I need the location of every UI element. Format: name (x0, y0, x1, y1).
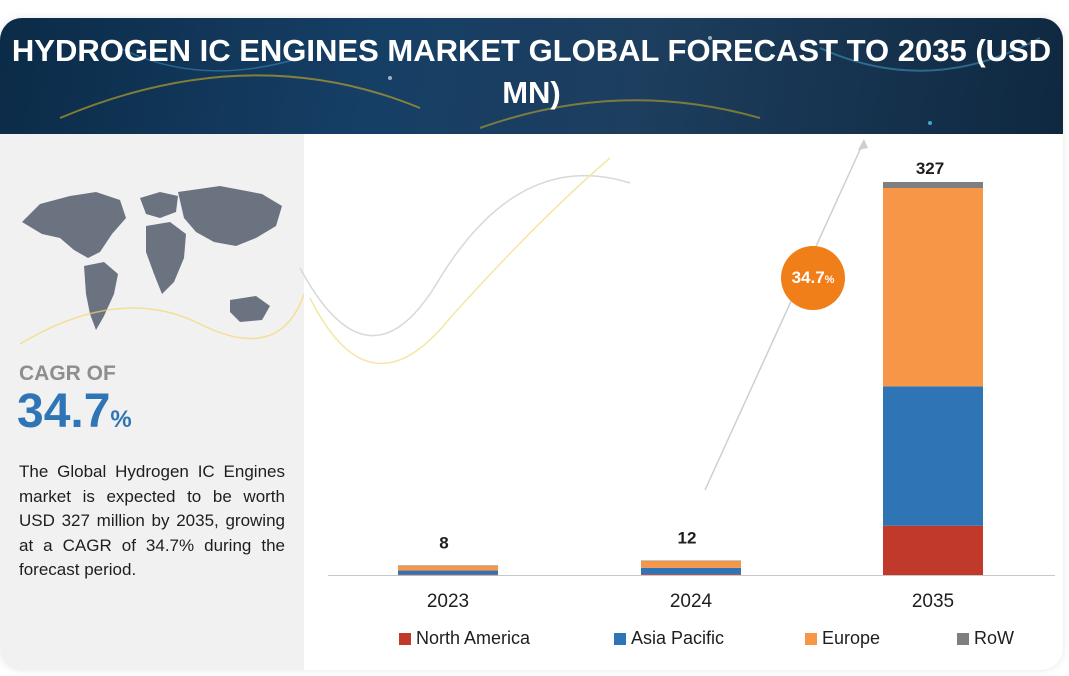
cagr-bubble-percent: % (824, 273, 835, 286)
legend-item-europe: Europe (805, 628, 880, 649)
x-tick-label-2024: 2024 (670, 591, 713, 612)
total-label-2035: 327 (916, 159, 944, 178)
cagr-bubble-number: 34.7 (791, 268, 825, 287)
legend-item-asia-pacific: Asia Pacific (614, 628, 724, 649)
bar-segment-north-america-2024 (641, 574, 741, 575)
legend-swatch (399, 632, 411, 645)
cagr-value: 34.7% (17, 384, 132, 439)
cagr-percent-sign: % (110, 406, 132, 433)
cagr-number: 34.7 (17, 385, 111, 438)
cagr-label: CAGR OF (19, 362, 116, 385)
bar-segment-row-2023 (398, 565, 498, 566)
legend-item-north-america: North America (399, 628, 530, 649)
legend-swatch (805, 632, 817, 645)
bar-segment-row-2024 (641, 560, 741, 562)
x-tick-label-2023: 2023 (427, 591, 469, 612)
labels-layer: 8 2023 12 2024 327 2035 (427, 159, 954, 612)
legend-item-row: RoW (957, 628, 1014, 649)
growth-arrow-head (858, 139, 868, 150)
page-title: HYDROGEN IC ENGINES MARKET GLOBAL FORECA… (11, 33, 1052, 110)
total-label-2024: 12 (678, 529, 697, 548)
chart-legend: North America Asia Pacific Europe RoW (0, 628, 1063, 654)
title-banner: HYDROGEN IC ENGINES MARKET GLOBAL FORECA… (0, 18, 1063, 134)
legend-swatch (957, 632, 969, 645)
bar-segment-asia-pacific-2023 (398, 570, 498, 575)
legend-label: RoW (974, 628, 1014, 648)
summary-panel: CAGR OF 34.7% The Global Hydrogen IC Eng… (0, 134, 304, 670)
decorative-curve-yellow (309, 157, 611, 365)
legend-label: Europe (822, 628, 881, 648)
infographic-card: HYDROGEN IC ENGINES MARKET GLOBAL FORECA… (0, 18, 1063, 670)
x-tick-label-2035: 2035 (912, 591, 954, 612)
bar-segment-europe-2035 (883, 188, 983, 387)
bar-segment-row-2035 (883, 182, 983, 189)
bars-layer (398, 182, 983, 576)
banner-decoration (59, 36, 1041, 129)
total-label-2023: 8 (439, 533, 448, 552)
bar-segment-asia-pacific-2035 (883, 386, 983, 526)
market-description: The Global Hydrogen IC Engines market is… (19, 462, 285, 579)
bar-segment-north-america-2035 (883, 525, 983, 575)
decorative-curve (299, 174, 631, 337)
world-map-icon (22, 186, 282, 330)
bar-segment-europe-2023 (398, 565, 498, 571)
stacked-bar-chart: 8 2023 12 2024 327 2035 (299, 139, 1055, 612)
bar-segment-europe-2024 (641, 560, 741, 568)
legend-swatch (614, 632, 626, 645)
legend-label: North America (416, 628, 531, 648)
decorative-swoosh (19, 293, 304, 345)
bar-segment-north-america-2023 (398, 574, 498, 576)
bar-segment-asia-pacific-2024 (641, 567, 741, 575)
legend-label: Asia Pacific (631, 628, 725, 648)
cagr-bubble: 34.7% (781, 246, 845, 310)
growth-arrow-line (704, 140, 865, 491)
